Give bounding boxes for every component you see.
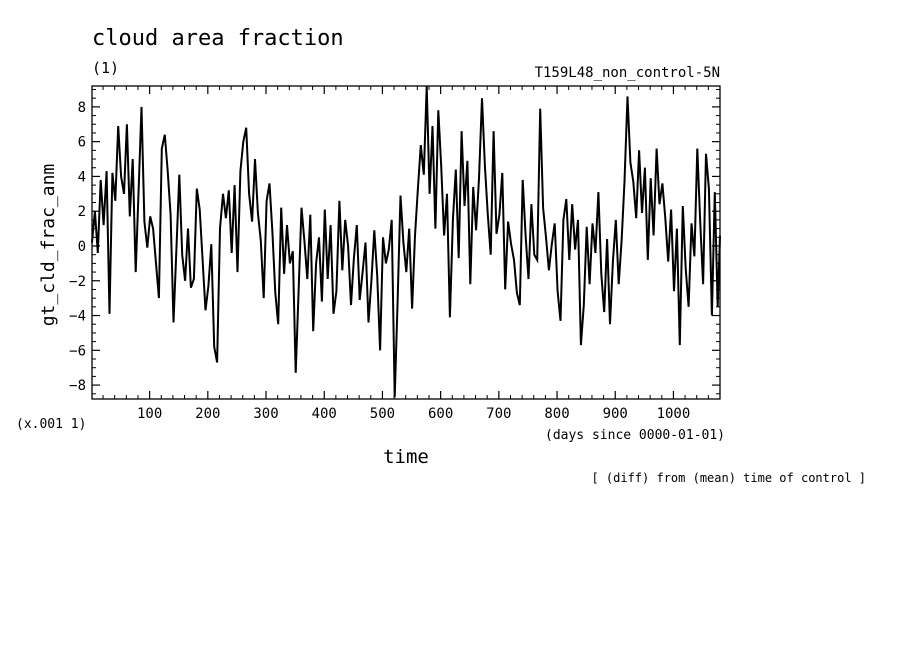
scale-factor-label: (x.001 1) — [16, 417, 86, 432]
x-tick-label: 800 — [544, 406, 569, 422]
chart-title: cloud area fraction — [92, 26, 344, 51]
x-tick-label: 500 — [370, 406, 395, 422]
run-label: T159L48_non_control-5N — [535, 65, 720, 81]
units-label: (1) — [92, 59, 119, 77]
y-tick-label: 6 — [78, 135, 86, 151]
y-tick-label: 4 — [78, 169, 86, 185]
x-tick-label: 700 — [486, 406, 511, 422]
footnote: [ (diff) from (mean) time of control ] — [591, 471, 866, 485]
y-tick-label: 8 — [78, 100, 86, 116]
x-tick-label: 300 — [253, 406, 278, 422]
series-line — [91, 85, 721, 398]
y-tick-label: −2 — [69, 274, 86, 290]
x-tick-label: 400 — [312, 406, 337, 422]
y-tick-label: −6 — [69, 343, 86, 359]
y-tick-label: −8 — [69, 378, 86, 394]
x-tick-label: 900 — [603, 406, 628, 422]
y-axis-title: gt_cld_frac_anm — [38, 164, 59, 327]
y-axis-label: gt_cld_frac_anm — [38, 164, 59, 327]
x-tick-label: 600 — [428, 406, 453, 422]
y-tick-label: −4 — [69, 309, 86, 325]
y-tick-label: 0 — [78, 239, 86, 255]
x-units-label: (days since 0000-01-01) — [545, 428, 725, 443]
x-tick-label: 1000 — [657, 406, 691, 422]
y-tick-label: 2 — [78, 204, 86, 220]
plot-area: 100 200 300 400 500 600 700 800 900 1000 −8 −6 −4 −2 0… — [69, 85, 721, 422]
x-tick-label: 100 — [137, 406, 162, 422]
x-axis-label: time — [383, 446, 429, 468]
x-tick-label: 200 — [195, 406, 220, 422]
